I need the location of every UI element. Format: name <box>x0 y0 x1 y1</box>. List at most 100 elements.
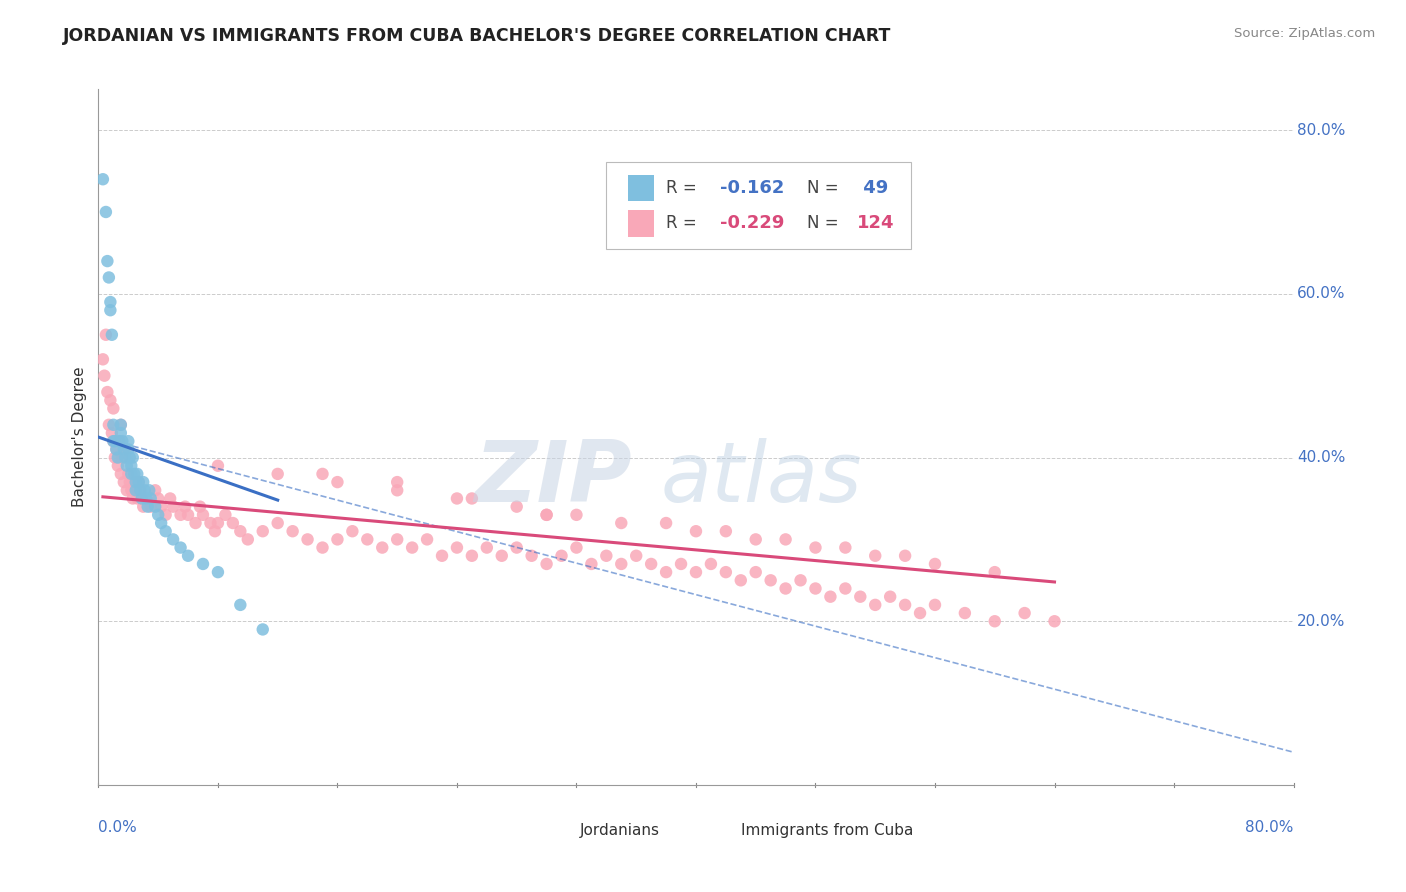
Point <box>139 500 162 514</box>
Point <box>104 434 127 449</box>
Point <box>188 500 211 514</box>
Point <box>745 565 768 579</box>
Point <box>236 533 259 547</box>
Point <box>177 549 200 563</box>
Point <box>685 565 707 579</box>
Point <box>103 434 125 449</box>
Point <box>117 442 139 457</box>
Y-axis label: Bachelor's Degree: Bachelor's Degree <box>72 367 87 508</box>
Point <box>416 533 439 547</box>
Point <box>138 483 160 498</box>
Point <box>281 524 304 539</box>
Point <box>669 557 692 571</box>
Point <box>143 500 166 514</box>
Point <box>924 598 946 612</box>
Text: 40.0%: 40.0% <box>1298 450 1346 465</box>
Point <box>775 533 797 547</box>
Point <box>714 565 737 579</box>
Text: 80.0%: 80.0% <box>1246 820 1294 835</box>
Point <box>252 524 274 539</box>
Point <box>135 491 157 506</box>
Text: N =: N = <box>807 214 844 232</box>
Point <box>110 425 132 440</box>
Point <box>894 598 917 612</box>
Point <box>98 295 122 310</box>
Point <box>120 483 142 498</box>
Point <box>536 508 558 522</box>
Point <box>565 541 588 555</box>
Point <box>700 557 723 571</box>
Point <box>110 417 132 432</box>
FancyBboxPatch shape <box>606 162 911 249</box>
Point <box>121 450 143 465</box>
Point <box>834 582 856 596</box>
Text: 80.0%: 80.0% <box>1298 122 1346 137</box>
Point <box>984 614 1007 628</box>
Point <box>461 549 484 563</box>
Point <box>111 450 134 465</box>
Point <box>105 442 128 457</box>
Point <box>110 467 132 481</box>
Point <box>311 467 333 481</box>
Text: 20.0%: 20.0% <box>1298 614 1346 629</box>
Point <box>804 582 827 596</box>
Point <box>128 475 150 489</box>
Point <box>430 549 453 563</box>
Point <box>565 508 588 522</box>
Point <box>159 491 181 506</box>
Point <box>177 508 200 522</box>
Point <box>924 557 946 571</box>
Text: Immigrants from Cuba: Immigrants from Cuba <box>741 822 914 838</box>
Point <box>745 533 768 547</box>
Point <box>984 565 1007 579</box>
Point <box>491 549 513 563</box>
Point <box>132 475 155 489</box>
Point <box>222 516 245 530</box>
Point <box>581 557 603 571</box>
Point <box>371 541 394 555</box>
Point <box>401 541 423 555</box>
Point <box>610 557 633 571</box>
Point <box>506 500 529 514</box>
Point <box>908 606 931 620</box>
Point <box>104 450 127 465</box>
Point <box>107 450 129 465</box>
Point <box>118 475 141 489</box>
Point <box>114 450 136 465</box>
Point <box>385 533 409 547</box>
Point <box>155 524 177 539</box>
Text: R =: R = <box>666 179 702 197</box>
Point <box>730 574 752 588</box>
Point <box>131 491 153 506</box>
Point <box>108 434 131 449</box>
Point <box>759 574 782 588</box>
Text: Jordanians: Jordanians <box>581 822 659 838</box>
Point <box>103 417 125 432</box>
Text: -0.162: -0.162 <box>720 179 785 197</box>
Point <box>110 417 132 432</box>
Point <box>129 483 152 498</box>
Text: 49: 49 <box>858 179 889 197</box>
Point <box>446 541 468 555</box>
Point <box>125 483 148 498</box>
Point <box>131 491 153 506</box>
Point <box>252 623 274 637</box>
Point <box>128 475 150 489</box>
Point <box>169 508 191 522</box>
Point <box>155 508 177 522</box>
Point <box>107 458 129 473</box>
Point <box>714 524 737 539</box>
Point <box>162 533 184 547</box>
Point <box>655 565 678 579</box>
FancyBboxPatch shape <box>628 211 654 236</box>
Point <box>804 541 827 555</box>
Point <box>129 483 152 498</box>
FancyBboxPatch shape <box>628 175 654 202</box>
Point <box>169 541 191 555</box>
Point <box>103 434 125 449</box>
Point <box>117 434 139 449</box>
Point <box>326 533 349 547</box>
Point <box>134 483 156 498</box>
Point <box>640 557 662 571</box>
Point <box>139 491 162 506</box>
